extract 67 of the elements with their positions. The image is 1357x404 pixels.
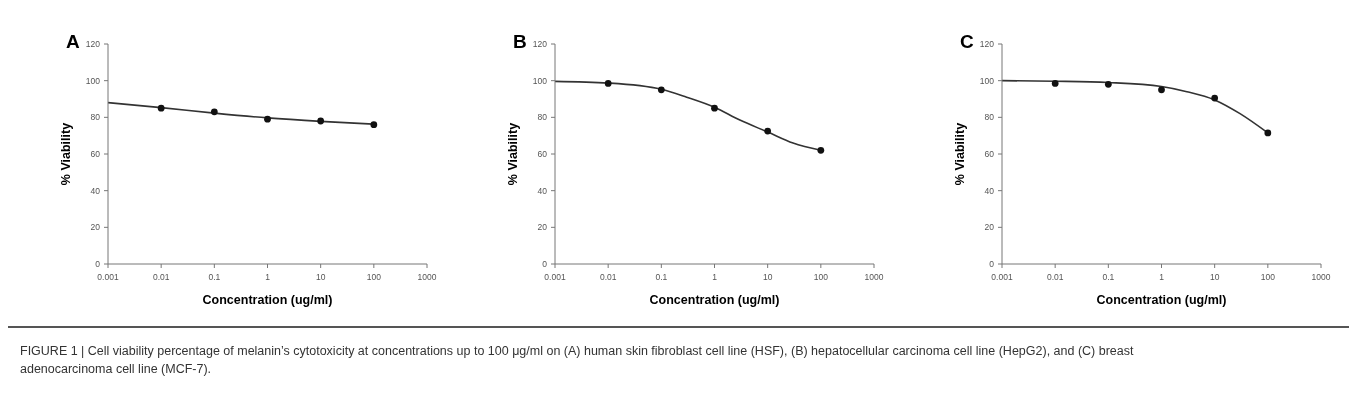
y-tick-label: 120 — [532, 38, 548, 49]
y-tick-label: 100 — [532, 75, 548, 86]
y-tick-label: 80 — [984, 112, 995, 123]
point — [1051, 80, 1059, 87]
y-tick-label: 0 — [542, 258, 548, 269]
x-tick-label: 10 — [1209, 272, 1220, 282]
point — [657, 86, 665, 94]
x-tick-label: 100 — [366, 272, 382, 282]
caption: FIGURE 1 | Cell viability percentage of melanin’s cytotoxicity at concentrations up to 100 μg/ml on (A) human skin fibroblast cell line (HSF), (B) hepatocellular carcinoma cell line (HepG2), and (C) breast adenocarcinoma cell line (MCF-7). — [20, 343, 1135, 378]
y-tick-label: 80 — [537, 112, 548, 123]
x-axis-title: Concentration (ug/ml) — [649, 293, 780, 307]
y-tick-label: 80 — [90, 112, 101, 123]
x-axis-title: Concentration (ug/ml) — [1096, 293, 1227, 307]
chart-title: B — [513, 31, 527, 52]
y-tick-label: 120 — [85, 38, 101, 49]
x-tick-label: 100 — [1260, 272, 1276, 282]
x-axis-title: Concentration (ug/ml) — [202, 293, 333, 307]
x-tick-label: 0.001 — [991, 272, 1013, 282]
point — [1211, 94, 1219, 102]
y-tick-label: 0 — [989, 258, 995, 269]
y-tick-label: 0 — [95, 258, 101, 269]
x-tick-label: 1000 — [864, 272, 884, 282]
point — [711, 104, 718, 112]
y-tick-label: 60 — [537, 148, 548, 159]
y-tick-label: 60 — [984, 148, 995, 159]
x-tick-label: 0.1 — [1102, 272, 1115, 282]
y-tick-label: 20 — [537, 222, 548, 233]
y-tick-label: 60 — [90, 148, 101, 159]
x-tick-label: 0.001 — [97, 272, 119, 282]
point — [764, 127, 772, 135]
y-tick-label: 100 — [85, 75, 101, 86]
point — [604, 80, 612, 87]
y-tick-label: 100 — [979, 75, 995, 86]
x-tick-label: 0.01 — [599, 272, 617, 282]
point — [264, 115, 271, 123]
x-tick-label: 0.1 — [208, 272, 221, 282]
point — [817, 146, 825, 154]
chart-title: A — [66, 31, 80, 52]
point — [157, 104, 165, 112]
y-axis-title: % Viability — [59, 122, 73, 186]
x-tick-label: 100 — [813, 272, 829, 282]
point — [370, 121, 378, 129]
y-tick-label: 20 — [90, 222, 101, 233]
point — [1264, 129, 1272, 137]
x-tick-label: 0.01 — [1046, 272, 1064, 282]
x-tick-label: 0.01 — [152, 272, 170, 282]
point — [1158, 86, 1165, 94]
point — [210, 108, 218, 116]
x-tick-label: 0.001 — [544, 272, 566, 282]
y-tick-label: 40 — [537, 185, 548, 196]
y-tick-label: 40 — [90, 185, 101, 196]
point — [317, 117, 325, 125]
x-tick-label: 1000 — [417, 272, 437, 282]
chart-title: C — [960, 31, 974, 52]
x-tick-label: 1 — [1159, 272, 1165, 282]
x-tick-label: 1 — [712, 272, 718, 282]
y-axis-title: % Viability — [506, 122, 520, 186]
point — [1104, 80, 1112, 88]
x-tick-label: 10 — [315, 272, 326, 282]
x-tick-label: 10 — [762, 272, 773, 282]
y-tick-label: 120 — [979, 38, 995, 49]
x-tick-label: 0.1 — [655, 272, 668, 282]
x-tick-label: 1 — [265, 272, 271, 282]
y-axis-title: % Viability — [953, 122, 967, 186]
y-tick-label: 40 — [984, 185, 995, 196]
y-tick-label: 20 — [984, 222, 995, 233]
x-tick-label: 1000 — [1311, 272, 1331, 282]
